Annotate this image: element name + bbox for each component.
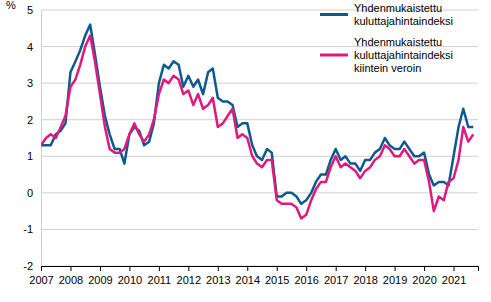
x-tick: 2007 [29,266,53,286]
y-tick: -1 [23,223,41,235]
y-tick: 0 [27,187,41,199]
grid [41,10,478,266]
y-axis-title: % [6,0,16,11]
x-tick-mark [247,266,248,271]
x-tick-label: 2019 [383,274,407,286]
legend-item: Yhdenmukaistettukuluttajahintaindeksi [320,2,453,27]
y-tick-label: 2 [27,114,33,126]
y-tick: 1 [27,150,41,162]
y-axis-line [41,11,42,267]
x-tick: 2009 [88,266,112,286]
x-tick: 2020 [412,266,436,286]
x-tick-label: 2021 [442,274,466,286]
legend-label-line: kuluttajahintaindeksi [354,49,453,61]
grid-line [41,192,478,193]
x-tick-mark [129,266,130,271]
x-tick-label: 2009 [88,274,112,286]
x-tick-mark [395,266,396,271]
x-tick-mark [454,266,455,271]
x-tick-mark [336,266,337,271]
x-tick: 2012 [177,266,201,286]
x-tick-mark [218,266,219,271]
x-tick-label: 2010 [118,274,142,286]
x-tick-label: 2011 [148,274,172,286]
x-tick-mark [306,266,307,271]
grid-line [41,229,478,230]
chart: -2-1012345200720082009201020112012201320… [0,0,491,302]
y-tick: 5 [27,4,41,16]
y-tick-label: 1 [27,150,33,162]
x-tick-mark [41,266,42,271]
y-tick: 4 [27,41,41,53]
x-tick: 2017 [324,266,348,286]
legend-label: Yhdenmukaistettukuluttajahintaindeksi [354,2,453,27]
x-tick-mark [159,266,160,271]
x-tick: 2019 [383,266,407,286]
plot: -2-1012345200720082009201020112012201320… [23,4,478,286]
x-tick: 2013 [206,266,230,286]
y-tick-label: -2 [23,260,33,272]
x-tick: 2014 [236,266,260,286]
legend-label: Yhdenmukaistettukuluttajahintaindeksikii… [354,36,453,74]
lines [41,25,473,219]
x-tick-label: 2013 [206,274,230,286]
series-line [41,36,473,219]
x-tick: 2016 [294,266,318,286]
legend-swatch [320,54,348,57]
x-tick-mark [100,266,101,271]
x-tick-mark [70,266,71,271]
legend-label-line: kuluttajahintaindeksi [354,15,453,27]
x-tick-mark [277,266,278,271]
y-tick-label: 3 [27,77,33,89]
legend: YhdenmukaistettukuluttajahintaindeksiYhd… [320,2,453,74]
legend-label-line: kiintein veroin [354,62,421,74]
x-tick-label: 2017 [324,274,348,286]
x-tick-label: 2012 [177,274,201,286]
x-tick-label: 2008 [59,274,83,286]
x-tick-label: 2007 [29,274,53,286]
x-axis: 2007 2008 2009 2010 2011 2012 2013 2014 2015 2016… [29,266,478,286]
x-tick-label: 2018 [353,274,377,286]
y-tick-label: 4 [27,41,33,53]
x-tick-label: 2016 [294,274,318,286]
x-tick: 2010 [118,266,142,286]
x-tick-label: 2020 [412,274,436,286]
legend-swatch [320,13,348,16]
x-tick-label: 2015 [265,274,289,286]
y-tick-label: -1 [23,223,33,235]
y-tick-label: 5 [27,4,33,16]
x-tick: 2015 [265,266,289,286]
series-line [41,25,473,204]
y-tick: -2 [23,260,41,272]
x-tick: 2008 [59,266,83,286]
legend-label-line: Yhdenmukaistettu [354,36,442,48]
y-tick: 3 [27,77,41,89]
y-axis: -2 -1 0 1 2 3 4 5 [23,4,41,272]
x-axis-line [42,267,479,272]
legend-label-line: Yhdenmukaistettu [354,2,442,14]
grid-line [41,83,478,84]
x-tick: 2011 [148,266,172,286]
x-tick-mark [424,266,425,271]
legend-item: Yhdenmukaistettukuluttajahintaindeksikii… [320,36,453,74]
x-tick-mark [188,266,189,271]
x-tick: 2021 [442,266,466,286]
y-tick-label: 0 [27,187,33,199]
x-tick: 2018 [353,266,377,286]
x-tick-mark [365,266,366,271]
y-tick: 2 [27,114,41,126]
x-tick-label: 2014 [236,274,260,286]
